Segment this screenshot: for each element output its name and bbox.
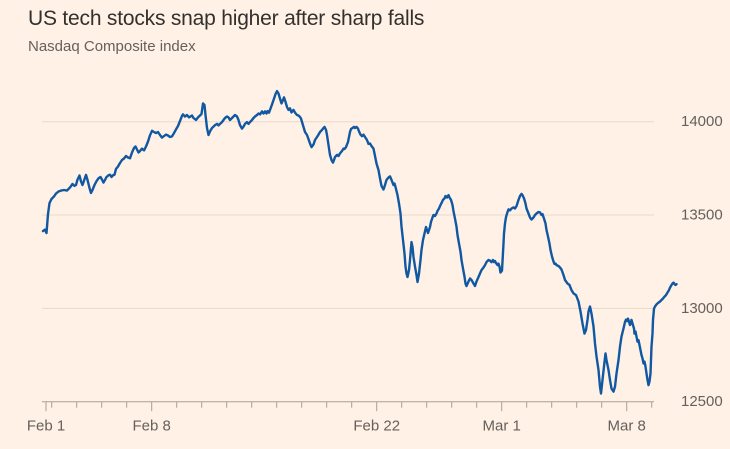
x-axis-label: Mar 1 bbox=[483, 418, 521, 435]
y-axis-label: 13500 bbox=[681, 207, 723, 224]
chart-subtitle: Nasdaq Composite index bbox=[28, 38, 196, 55]
x-axis-label: Mar 8 bbox=[608, 418, 646, 435]
chart-title: US tech stocks snap higher after sharp f… bbox=[28, 7, 425, 30]
x-axis-label: Feb 1 bbox=[27, 418, 65, 435]
nasdaq-line bbox=[41, 89, 678, 395]
y-axis-label: 12500 bbox=[681, 393, 723, 410]
y-axis-label: 14000 bbox=[681, 113, 723, 130]
x-axis-label: Feb 22 bbox=[353, 418, 400, 435]
x-axis-label: Feb 8 bbox=[133, 418, 171, 435]
y-axis-label: 13000 bbox=[681, 300, 723, 317]
